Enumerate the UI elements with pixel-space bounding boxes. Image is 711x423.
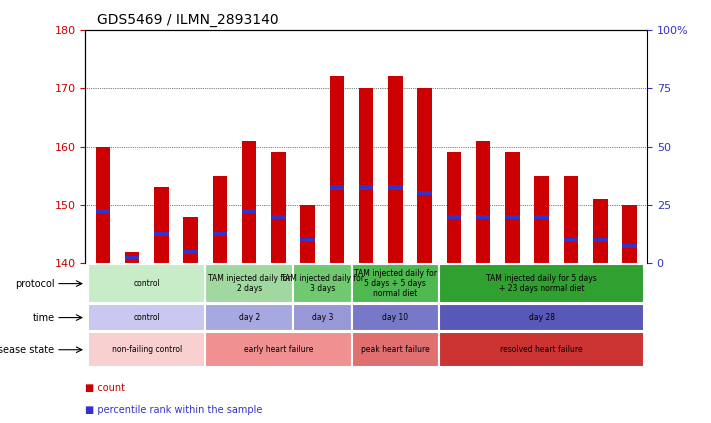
FancyBboxPatch shape — [205, 332, 351, 367]
Text: protocol: protocol — [15, 279, 55, 288]
FancyBboxPatch shape — [439, 332, 644, 367]
Bar — [388, 185, 402, 190]
FancyBboxPatch shape — [351, 264, 439, 303]
Text: day 10: day 10 — [383, 313, 409, 322]
Text: control: control — [134, 313, 160, 322]
Bar — [125, 252, 139, 264]
Bar — [242, 141, 257, 264]
Bar — [593, 238, 607, 242]
Bar — [388, 77, 402, 264]
FancyBboxPatch shape — [439, 264, 644, 303]
FancyBboxPatch shape — [88, 332, 205, 367]
Text: TAM injected daily for
3 days: TAM injected daily for 3 days — [281, 274, 364, 293]
Bar — [183, 250, 198, 254]
Text: time: time — [33, 313, 55, 323]
FancyBboxPatch shape — [205, 304, 293, 331]
Text: day 28: day 28 — [529, 313, 555, 322]
Bar — [125, 255, 139, 260]
Bar — [154, 232, 169, 236]
Bar — [330, 185, 344, 190]
Text: peak heart failure: peak heart failure — [361, 345, 429, 354]
Text: disease state: disease state — [0, 345, 55, 355]
Text: TAM injected daily for
2 days: TAM injected daily for 2 days — [208, 274, 291, 293]
Bar — [95, 209, 110, 213]
Bar — [476, 214, 491, 219]
Bar — [622, 205, 637, 264]
Bar — [271, 152, 286, 264]
Bar — [271, 214, 286, 219]
FancyBboxPatch shape — [439, 304, 644, 331]
Bar — [359, 185, 373, 190]
FancyBboxPatch shape — [351, 332, 439, 367]
Text: ■ percentile rank within the sample: ■ percentile rank within the sample — [85, 404, 262, 415]
Text: ■ count: ■ count — [85, 383, 125, 393]
FancyBboxPatch shape — [205, 264, 293, 303]
Bar — [593, 199, 607, 264]
FancyBboxPatch shape — [293, 264, 351, 303]
Bar — [300, 205, 315, 264]
Bar — [535, 176, 549, 264]
Bar — [476, 141, 491, 264]
Bar — [447, 152, 461, 264]
Text: non-failing control: non-failing control — [112, 345, 182, 354]
Text: GDS5469 / ILMN_2893140: GDS5469 / ILMN_2893140 — [97, 13, 278, 27]
FancyBboxPatch shape — [88, 304, 205, 331]
Text: TAM injected daily for
5 days + 5 days
normal diet: TAM injected daily for 5 days + 5 days n… — [354, 269, 437, 299]
Bar — [213, 176, 228, 264]
Text: day 2: day 2 — [238, 313, 260, 322]
FancyBboxPatch shape — [293, 304, 351, 331]
Bar — [95, 146, 110, 264]
Text: control: control — [134, 279, 160, 288]
Bar — [154, 187, 169, 264]
Text: TAM injected daily for 5 days
+ 23 days normal diet: TAM injected daily for 5 days + 23 days … — [486, 274, 597, 293]
Text: early heart failure: early heart failure — [244, 345, 313, 354]
Text: day 3: day 3 — [311, 313, 333, 322]
Bar — [564, 238, 578, 242]
Bar — [417, 88, 432, 264]
Bar — [417, 191, 432, 195]
Bar — [622, 244, 637, 248]
FancyBboxPatch shape — [351, 304, 439, 331]
FancyBboxPatch shape — [88, 264, 205, 303]
Bar — [242, 209, 257, 213]
Bar — [535, 214, 549, 219]
Bar — [564, 176, 578, 264]
Bar — [330, 77, 344, 264]
Bar — [359, 88, 373, 264]
Bar — [183, 217, 198, 264]
Text: resolved heart failure: resolved heart failure — [501, 345, 583, 354]
Bar — [300, 238, 315, 242]
Bar — [447, 214, 461, 219]
Bar — [213, 232, 228, 236]
Bar — [505, 152, 520, 264]
Bar — [505, 214, 520, 219]
